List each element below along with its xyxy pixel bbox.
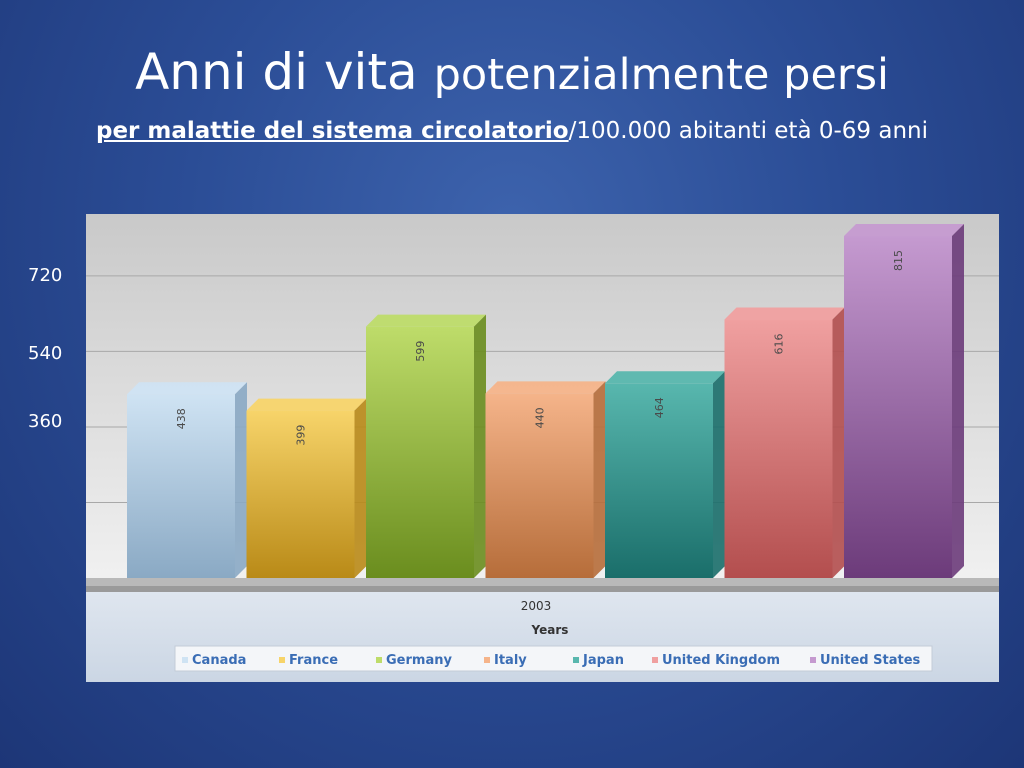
- bar-top: [366, 314, 486, 327]
- legend-swatch: [182, 657, 188, 663]
- legend-label: United States: [820, 653, 921, 668]
- x-axis-title: Years: [531, 623, 569, 637]
- bar-front: [366, 326, 474, 578]
- bar-front: [485, 393, 594, 578]
- bar-value-label: 438: [175, 408, 188, 429]
- legend-swatch: [652, 657, 658, 663]
- bar-side: [235, 382, 247, 578]
- bar-top: [485, 381, 606, 394]
- chart-floor-edge: [86, 586, 999, 592]
- bar-side: [354, 398, 367, 578]
- legend-item: United Kingdom: [652, 653, 780, 668]
- subtitle-bold: per malattie del sistema circolatorio: [95, 118, 569, 144]
- legend-label: Germany: [386, 653, 452, 668]
- y-tick-label: 540: [28, 343, 63, 364]
- slide-subtitle: per malattie del sistema circolatorio/10…: [0, 118, 1024, 144]
- bar-value-label: 616: [773, 334, 786, 355]
- legend-label: United Kingdom: [662, 653, 780, 668]
- bar-front: [127, 394, 235, 578]
- bar-value-label: 440: [534, 407, 547, 428]
- x-category-label: 2003: [521, 599, 552, 613]
- bar-front: [844, 236, 952, 578]
- legend-swatch: [279, 657, 285, 663]
- bar-top: [724, 307, 845, 320]
- legend-label: Italy: [494, 653, 527, 668]
- legend-item: France: [279, 653, 338, 668]
- slide-title: Anni di vita potenzialmente persi: [0, 42, 1024, 105]
- title-main: Anni di vita: [135, 43, 418, 101]
- legend-label: Japan: [582, 653, 624, 668]
- legend-swatch: [376, 657, 382, 663]
- bar-front: [605, 383, 713, 578]
- bar-top: [127, 382, 247, 395]
- bar-top: [605, 371, 725, 384]
- bar-side: [593, 381, 606, 578]
- bar-united-kingdom: 616: [724, 307, 845, 578]
- legend-box: [174, 645, 933, 672]
- bar-france: 399: [246, 398, 367, 578]
- bar-canada: 438: [127, 382, 247, 578]
- legend-swatch: [573, 657, 579, 663]
- legend-item: Japan: [573, 653, 624, 668]
- bar-front: [724, 319, 833, 578]
- bar-front: [246, 410, 355, 578]
- legend-item: Canada: [182, 653, 246, 668]
- bar-top: [844, 224, 964, 237]
- legend-swatch: [810, 657, 816, 663]
- legend-item: Germany: [376, 653, 452, 668]
- bar-value-label: 399: [295, 425, 308, 446]
- title-rest: potenzialmente persi: [433, 50, 889, 100]
- bar-value-label: 815: [892, 250, 905, 271]
- y-tick-label: 720: [28, 265, 63, 286]
- bar-side: [474, 314, 486, 578]
- bar-value-label: 464: [653, 397, 666, 418]
- bar-top: [246, 398, 367, 411]
- y-tick-label: 360: [28, 411, 63, 432]
- bar-chart: 438 399 599 440 464 616 815 2003 Years Canada F…: [86, 214, 999, 682]
- legend-swatch: [484, 657, 490, 663]
- bar-side: [713, 371, 725, 578]
- bar-united-states: 815: [844, 224, 964, 578]
- legend-item: Italy: [484, 653, 527, 668]
- legend-label: France: [289, 653, 338, 668]
- bar-germany: 599: [366, 314, 486, 578]
- bar-side: [832, 307, 845, 578]
- legend-item: United States: [810, 653, 921, 668]
- bar-italy: 440: [485, 381, 606, 578]
- subtitle-rest: /100.000 abitanti età 0-69 anni: [568, 118, 928, 144]
- bar-value-label: 599: [414, 341, 427, 362]
- bar-side: [952, 224, 964, 578]
- bar-japan: 464: [605, 371, 725, 578]
- legend-label: Canada: [192, 653, 246, 668]
